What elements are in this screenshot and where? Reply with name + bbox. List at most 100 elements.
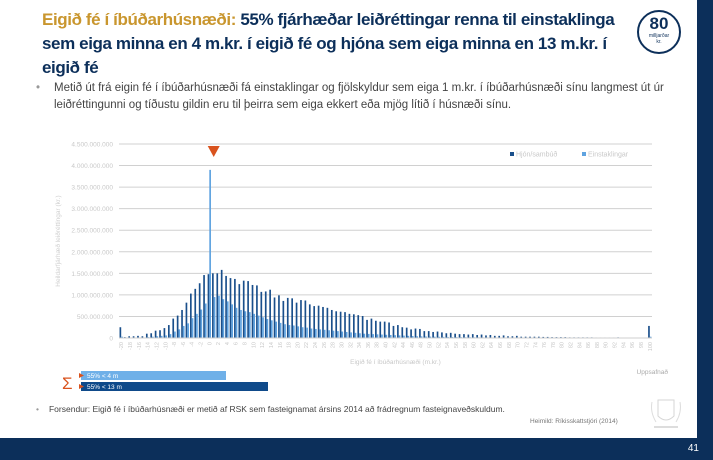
slide <box>0 0 697 438</box>
bar-couples <box>357 315 360 338</box>
bar-couples <box>225 275 227 338</box>
bar-couples <box>533 336 536 338</box>
bar-couples <box>507 336 509 338</box>
amount-badge: 80 milljarðar kr. <box>637 10 681 54</box>
bar-couples <box>493 335 496 338</box>
bar-couples <box>154 330 157 338</box>
bar-individuals <box>310 328 313 338</box>
bar-couples <box>167 325 170 338</box>
bar-couples <box>198 283 201 338</box>
bar-individuals <box>447 336 449 338</box>
x-tick-label: 90 <box>604 342 610 348</box>
bar-couples <box>648 325 650 338</box>
bar-individuals <box>407 335 410 338</box>
right-border <box>697 0 713 438</box>
x-tick-label: 4 <box>225 342 231 345</box>
bar-couples <box>234 278 236 338</box>
bar-couples <box>251 284 254 338</box>
bar-individuals <box>328 330 330 338</box>
summary-bar-label: 55% < 4 m <box>87 373 118 380</box>
bar-individuals <box>204 303 207 338</box>
x-tick-label: 46 <box>410 342 416 348</box>
bar-individuals <box>187 323 189 338</box>
bar-individuals <box>332 330 335 338</box>
x-tick-label: 84 <box>577 342 583 348</box>
y-tick-label: 4.000.000.000 <box>71 163 113 170</box>
bar-individuals <box>169 334 172 338</box>
x-tick-label: 94 <box>621 342 627 348</box>
bar-couples <box>304 300 307 338</box>
x-tick-label: 56 <box>454 342 460 348</box>
x-tick-label: 54 <box>445 342 451 348</box>
bar-couples <box>141 336 144 338</box>
x-tick-label: 52 <box>436 342 442 348</box>
bar-individuals <box>152 336 154 338</box>
bar-individuals <box>182 325 185 338</box>
bar-couples <box>405 327 408 338</box>
y-tick-label: 3.000.000.000 <box>71 206 113 213</box>
bar-couples <box>366 319 368 338</box>
legend-label: Einstaklingar <box>588 152 629 159</box>
bar-individuals <box>292 325 295 338</box>
bar-couples <box>212 273 214 338</box>
bar-couples <box>427 331 430 338</box>
x-tick-label: 2 <box>216 342 222 345</box>
x-tick-label: 70 <box>516 342 522 348</box>
bar-couples <box>546 336 549 338</box>
coat-of-arms-icon <box>651 399 681 428</box>
bullet-icon: • <box>36 404 39 414</box>
x-end-label: Uppsafnað <box>637 368 669 376</box>
bar-individuals <box>429 336 432 338</box>
arrow-icon <box>79 384 84 389</box>
bar-couples <box>361 316 364 338</box>
footer-bar <box>0 438 713 460</box>
bar-couples <box>375 320 377 338</box>
bar-individuals <box>253 313 256 338</box>
bar-couples <box>432 331 434 338</box>
x-tick-label: -8 <box>172 342 178 347</box>
bar-individuals <box>359 333 361 338</box>
x-tick-label: 42 <box>392 342 398 348</box>
bar-individuals <box>160 335 163 338</box>
bar-couples <box>383 321 386 338</box>
source-text: Heimild: Ríkisskattstjóri (2014) <box>530 418 618 425</box>
x-tick-label: 64 <box>489 342 495 348</box>
bar-couples <box>278 295 280 338</box>
bar-couples <box>436 331 439 338</box>
bar-individuals <box>174 331 176 338</box>
bar-individuals <box>341 331 344 338</box>
bar-couples <box>379 321 382 338</box>
bar-individuals <box>301 327 304 338</box>
x-tick-label: 30 <box>339 342 345 348</box>
bar-couples <box>423 331 426 338</box>
bar-individuals <box>244 311 247 338</box>
bar-individuals <box>403 335 405 338</box>
bar-individuals <box>222 299 225 338</box>
x-tick-label: -2 <box>198 342 204 347</box>
bar-individuals <box>213 297 216 338</box>
y-tick-label: 0 <box>109 336 113 343</box>
bar-couples <box>260 291 263 338</box>
bar-couples <box>172 318 175 338</box>
bar-couples <box>313 306 316 338</box>
x-tick-label: 18 <box>287 342 293 348</box>
y-tick-label: 2.500.000.000 <box>71 228 113 235</box>
bar-couples <box>370 318 373 338</box>
bar-couples <box>286 297 289 338</box>
bar-couples <box>401 327 404 338</box>
bar-couples <box>137 335 139 338</box>
bar-couples <box>458 334 461 338</box>
bar-couples <box>498 335 501 338</box>
x-tick-label: 28 <box>331 342 337 348</box>
bar-couples <box>132 336 135 338</box>
bar-couples <box>247 281 249 338</box>
x-tick-label: 12 <box>260 342 266 348</box>
bar-couples <box>467 334 470 338</box>
x-tick-label: 80 <box>560 342 566 348</box>
badge-unit-2: kr. <box>656 39 662 45</box>
bar-couples <box>119 327 122 338</box>
bar-couples <box>308 304 311 338</box>
bar-couples <box>392 325 395 338</box>
legend-label: Hjón/sambúð <box>516 151 557 159</box>
bar-couples <box>352 314 355 338</box>
